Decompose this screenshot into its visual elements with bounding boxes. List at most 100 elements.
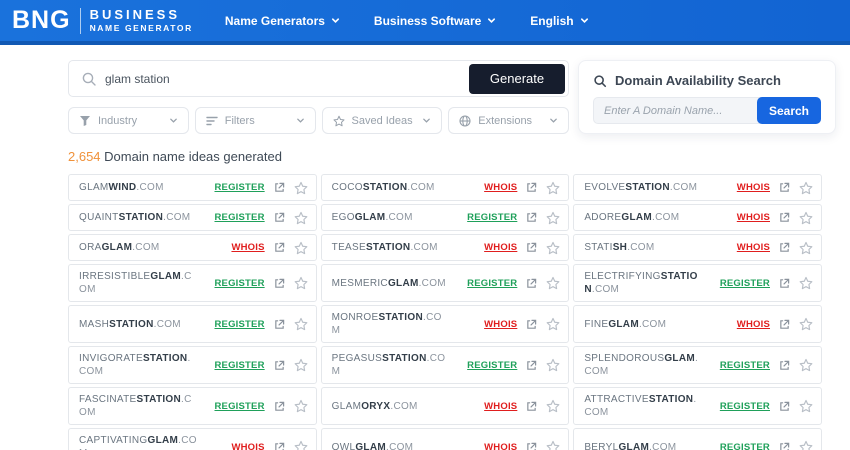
- domain-action-link[interactable]: REGISTER: [214, 212, 265, 223]
- filter-industry[interactable]: Industry: [68, 107, 189, 134]
- nav-name-generators[interactable]: Name Generators: [225, 14, 340, 28]
- star-icon[interactable]: [546, 440, 560, 450]
- external-link-icon[interactable]: [779, 242, 790, 253]
- external-link-icon[interactable]: [526, 360, 537, 371]
- external-link-icon[interactable]: [526, 319, 537, 330]
- external-link-icon[interactable]: [274, 401, 285, 412]
- domain-action-link[interactable]: REGISTER: [467, 359, 518, 371]
- star-icon[interactable]: [294, 276, 308, 290]
- external-link-icon[interactable]: [274, 278, 285, 289]
- domain-action-link[interactable]: REGISTER: [214, 359, 265, 371]
- nav-language[interactable]: English: [530, 14, 588, 28]
- external-link-icon[interactable]: [526, 212, 537, 223]
- external-link-icon[interactable]: [526, 442, 537, 450]
- domain-action-link[interactable]: WHOIS: [484, 441, 518, 450]
- domain-action-link[interactable]: WHOIS: [484, 242, 518, 253]
- star-icon[interactable]: [294, 241, 308, 255]
- domain-name: GLAMORYX.COM: [332, 400, 418, 413]
- star-icon[interactable]: [546, 211, 560, 225]
- star-icon[interactable]: [546, 399, 560, 413]
- domain-name: COCOSTATION.COM: [332, 181, 435, 194]
- chevron-down-icon: [169, 118, 177, 123]
- logo-line1: BUSINESS: [89, 6, 181, 22]
- filter-filters[interactable]: Filters: [194, 107, 316, 134]
- domain-result-cell: MESMERICGLAM.COM REGISTER: [320, 264, 570, 302]
- domain-name: SPLENDOROUSGLAM.COM: [584, 352, 702, 378]
- external-link-icon[interactable]: [779, 278, 790, 289]
- domain-name: ADOREGLAM.COM: [584, 211, 679, 224]
- domain-action-link[interactable]: REGISTER: [214, 182, 265, 193]
- star-icon[interactable]: [294, 181, 308, 195]
- domain-action-link[interactable]: WHOIS: [736, 318, 770, 330]
- domain-action-link[interactable]: REGISTER: [214, 318, 265, 330]
- domain-action-link[interactable]: WHOIS: [736, 212, 770, 223]
- domain-action-link[interactable]: REGISTER: [467, 212, 518, 223]
- domain-action-link[interactable]: WHOIS: [736, 242, 770, 253]
- star-icon[interactable]: [294, 211, 308, 225]
- star-icon[interactable]: [799, 211, 813, 225]
- external-link-icon[interactable]: [779, 182, 790, 193]
- domain-action-link[interactable]: WHOIS: [484, 182, 518, 193]
- nav-business-software[interactable]: Business Software: [374, 14, 496, 28]
- star-icon[interactable]: [294, 440, 308, 450]
- domain-action-link[interactable]: WHOIS: [231, 441, 265, 450]
- external-link-icon[interactable]: [274, 242, 285, 253]
- external-link-icon[interactable]: [779, 360, 790, 371]
- domain-action-link[interactable]: REGISTER: [719, 359, 770, 371]
- star-icon[interactable]: [546, 276, 560, 290]
- domain-bold: GLAM: [621, 212, 653, 223]
- domain-action-link[interactable]: REGISTER: [719, 441, 770, 450]
- star-icon[interactable]: [799, 276, 813, 290]
- domain-result-cell: ATTRACTIVESTATION.COM REGISTER: [573, 387, 822, 425]
- external-link-icon[interactable]: [274, 360, 285, 371]
- external-link-icon[interactable]: [274, 319, 285, 330]
- name-search-input[interactable]: [97, 71, 469, 86]
- domain-result-cell: SPLENDOROUSGLAM.COM REGISTER: [573, 346, 822, 384]
- domain-action-link[interactable]: REGISTER: [214, 277, 265, 289]
- star-icon[interactable]: [799, 241, 813, 255]
- external-link-icon[interactable]: [274, 182, 285, 193]
- domain-action-link[interactable]: REGISTER: [719, 277, 770, 289]
- domain-action-link[interactable]: WHOIS: [736, 182, 770, 193]
- domain-action-link[interactable]: WHOIS: [484, 400, 518, 412]
- domain-action-link[interactable]: WHOIS: [484, 318, 518, 330]
- external-link-icon[interactable]: [274, 442, 285, 450]
- domain-action-link[interactable]: WHOIS: [231, 242, 265, 253]
- external-link-icon[interactable]: [779, 401, 790, 412]
- search-icon: [594, 74, 607, 87]
- star-icon[interactable]: [799, 440, 813, 450]
- domain-action-link[interactable]: REGISTER: [214, 400, 265, 412]
- star-icon[interactable]: [799, 181, 813, 195]
- star-icon[interactable]: [546, 358, 560, 372]
- domain-result-cell: GLAMORYX.COM WHOIS: [320, 387, 570, 425]
- star-icon[interactable]: [799, 358, 813, 372]
- generate-button[interactable]: Generate: [469, 63, 565, 94]
- domain-search-button[interactable]: Search: [757, 97, 821, 124]
- domain-search-input[interactable]: [594, 104, 757, 117]
- domain-action-link[interactable]: REGISTER: [719, 400, 770, 412]
- star-icon[interactable]: [294, 358, 308, 372]
- external-link-icon[interactable]: [779, 319, 790, 330]
- search-icon: [82, 72, 96, 86]
- domain-action-link[interactable]: REGISTER: [467, 277, 518, 289]
- filter-extensions[interactable]: Extensions: [448, 107, 569, 134]
- external-link-icon[interactable]: [274, 212, 285, 223]
- results-count: 2,654: [68, 149, 101, 164]
- star-icon[interactable]: [799, 317, 813, 331]
- star-icon[interactable]: [546, 181, 560, 195]
- external-link-icon[interactable]: [779, 212, 790, 223]
- star-icon[interactable]: [294, 399, 308, 413]
- external-link-icon[interactable]: [526, 242, 537, 253]
- domain-tld: .COM: [331, 312, 442, 336]
- star-icon[interactable]: [546, 241, 560, 255]
- external-link-icon[interactable]: [526, 182, 537, 193]
- star-icon[interactable]: [546, 317, 560, 331]
- external-link-icon[interactable]: [526, 278, 537, 289]
- star-icon[interactable]: [799, 399, 813, 413]
- star-icon[interactable]: [294, 317, 308, 331]
- external-link-icon[interactable]: [526, 401, 537, 412]
- external-link-icon[interactable]: [779, 442, 790, 450]
- filter-saved-ideas[interactable]: Saved Ideas: [321, 107, 443, 134]
- domain-name: TEASESTATION.COM: [332, 241, 438, 254]
- logo[interactable]: BNG BUSINESS NAME GENERATOR: [12, 6, 193, 34]
